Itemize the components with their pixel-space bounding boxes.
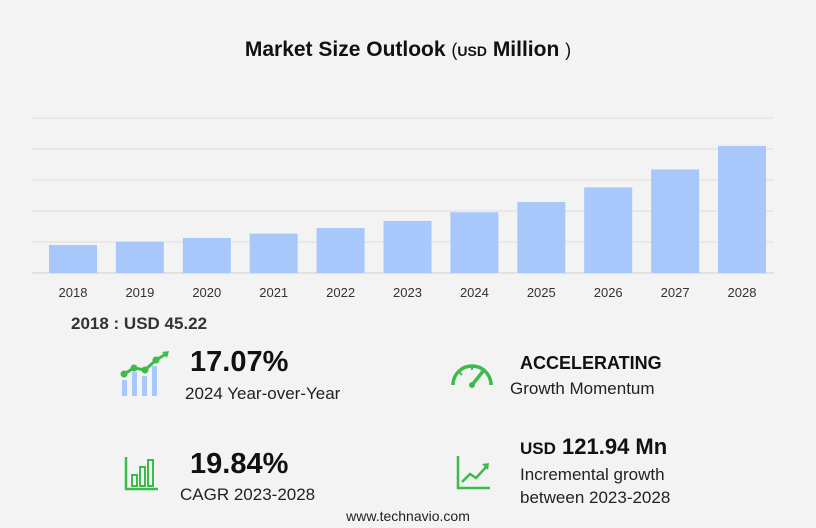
- cagr-value: 19.84%: [190, 448, 289, 480]
- bar-2026: [584, 187, 633, 273]
- x-label-2025: 2025: [527, 285, 556, 300]
- title-unit: Million: [492, 38, 560, 61]
- footer-url: www.technavio.com: [346, 508, 470, 524]
- title-main: Market Size Outlook: [244, 38, 446, 61]
- x-label-2024: 2024: [460, 285, 489, 300]
- title-close-paren: ): [565, 40, 572, 60]
- bar-chart-icon: [124, 457, 158, 491]
- bar-2019: [115, 241, 164, 273]
- bar-2018: [49, 244, 97, 273]
- speedometer-icon: [451, 364, 493, 388]
- x-label-2022: 2022: [326, 285, 355, 300]
- incremental-label-line1: Incremental growth: [520, 465, 665, 484]
- title-open-paren: (: [451, 40, 458, 60]
- bar-2022: [316, 228, 365, 273]
- chart-x-labels: 2018 2019 2020 2021 2022 2023 2024 2025 2026 2027…: [59, 285, 757, 300]
- x-label-2026: 2026: [594, 285, 623, 300]
- chart-bars: [49, 145, 766, 273]
- x-label-2019: 2019: [125, 285, 154, 300]
- x-label-2027: 2027: [661, 285, 690, 300]
- bar-2028: [718, 145, 766, 273]
- incremental-label-line2: between 2023-2028: [520, 488, 671, 507]
- bar-2020: [182, 237, 231, 273]
- bar-2025: [517, 202, 566, 273]
- chart-title: Market Size Outlook (USD Million ): [0, 38, 816, 62]
- momentum-value: ACCELERATING: [520, 353, 662, 373]
- bar-2024: [450, 212, 499, 273]
- bar-2021: [249, 233, 298, 273]
- incremental-amount: 121.94 Mn: [562, 434, 668, 459]
- x-label-2018: 2018: [59, 285, 88, 300]
- title-currency: USD: [457, 43, 487, 59]
- yoy-value: 17.07%: [190, 346, 289, 378]
- x-label-2023: 2023: [393, 285, 422, 300]
- bar-2023: [383, 220, 432, 273]
- growth-line-icon: [456, 456, 490, 490]
- x-label-2020: 2020: [192, 285, 221, 300]
- bar-2027: [651, 169, 700, 273]
- incremental-value: USD 121.94 Mn: [520, 434, 667, 460]
- x-label-2028: 2028: [728, 285, 757, 300]
- momentum-label: Growth Momentum: [510, 379, 655, 398]
- x-label-2021: 2021: [259, 285, 288, 300]
- cagr-label: CAGR 2023-2028: [180, 485, 316, 504]
- yoy-label: 2024 Year-over-Year: [185, 384, 341, 403]
- incremental-currency: USD: [520, 439, 556, 458]
- bar-line-chart-icon: [120, 351, 169, 396]
- base-year-label: 2018 : USD 45.22: [71, 314, 208, 333]
- bar-chart: 2018 2019 2020 2021 2022 2023 2024 2025 2026 2027…: [32, 117, 774, 300]
